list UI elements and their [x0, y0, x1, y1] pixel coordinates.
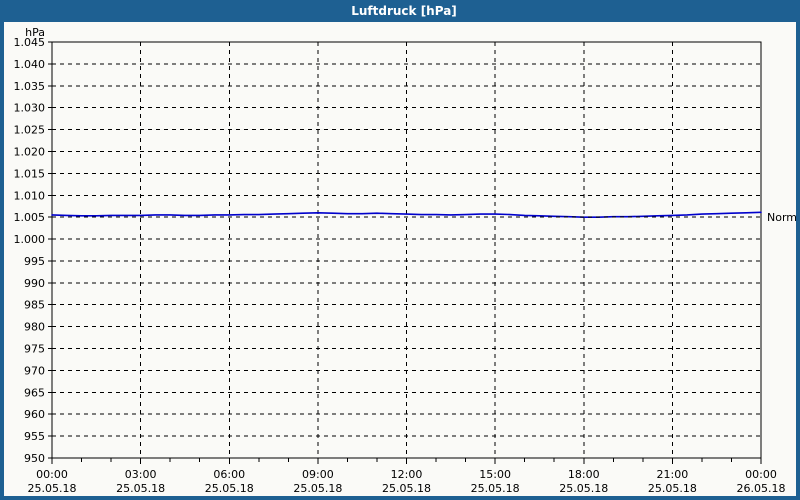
x-tick-date-label: 25.05.18 — [648, 482, 697, 495]
x-axis-tick-marks — [51, 458, 762, 464]
pressure-line-chart: 1.045 1.040 1.035 1.030 1.025 1.020 1.015 1.010… — [14, 26, 800, 495]
x-tick-time-label: 09:00 — [302, 468, 334, 481]
y-tick-label: 955 — [24, 430, 45, 443]
x-tick-date-label: 25.05.18 — [293, 482, 342, 495]
y-axis-unit-label: hPa — [25, 26, 45, 39]
y-tick-label: 995 — [24, 255, 45, 268]
y-tick-label: 1.025 — [14, 124, 46, 137]
y-tick-label: 1.000 — [14, 233, 46, 246]
y-tick-label: 950 — [24, 452, 45, 465]
x-tick-date-label: 25.05.18 — [559, 482, 608, 495]
window-title-bar: Luftdruck [hPa] — [4, 0, 796, 22]
y-tick-label: 990 — [24, 277, 45, 290]
vertical-gridlines — [140, 42, 673, 458]
x-tick-date-label: 25.05.18 — [382, 482, 431, 495]
y-tick-label: 970 — [24, 364, 45, 377]
chart-canvas: 1.045 1.040 1.035 1.030 1.025 1.020 1.015 1.010… — [4, 22, 800, 496]
x-tick-date-label: 25.05.18 — [116, 482, 165, 495]
y-tick-label: 960 — [24, 408, 45, 421]
x-tick-date-label: 25.05.18 — [205, 482, 254, 495]
x-tick-time-label: 06:00 — [213, 468, 245, 481]
x-tick-date-label: 26.05.18 — [737, 482, 786, 495]
x-tick-time-label: 00:00 — [36, 468, 68, 481]
y-tick-label: 985 — [24, 299, 45, 312]
x-tick-date-label: 25.05.18 — [28, 482, 77, 495]
y-tick-label: 1.040 — [14, 58, 46, 71]
y-tick-label: 965 — [24, 386, 45, 399]
y-tick-label: 1.045 — [14, 36, 46, 49]
x-axis-labels: 00:0025.05.1803:0025.05.1806:0025.05.180… — [28, 468, 786, 495]
x-tick-time-label: 18:00 — [568, 468, 600, 481]
x-tick-date-label: 25.05.18 — [471, 482, 520, 495]
x-tick-time-label: 21:00 — [657, 468, 689, 481]
y-tick-label: 1.010 — [14, 189, 46, 202]
y-tick-label: 975 — [24, 343, 45, 356]
y-tick-label: 980 — [24, 321, 45, 334]
page-title: Luftdruck [hPa] — [351, 4, 457, 18]
plot-area-frame — [51, 41, 762, 459]
y-tick-label: 1.015 — [14, 167, 46, 180]
x-tick-time-label: 15:00 — [479, 468, 511, 481]
y-tick-label: 1.005 — [14, 211, 46, 224]
y-axis-tick-marks — [48, 41, 52, 459]
x-tick-time-label: 12:00 — [391, 468, 423, 481]
y-tick-label: 1.030 — [14, 102, 46, 115]
y-tick-label: 1.035 — [14, 80, 46, 93]
y-axis-labels: 1.045 1.040 1.035 1.030 1.025 1.020 1.015 1.010… — [14, 36, 46, 465]
pressure-series-line — [51, 211, 762, 218]
x-tick-time-label: 03:00 — [125, 468, 157, 481]
normal-label: Normal — [767, 211, 800, 224]
x-tick-time-label: 00:00 — [745, 468, 777, 481]
y-tick-label: 1.020 — [14, 145, 46, 158]
